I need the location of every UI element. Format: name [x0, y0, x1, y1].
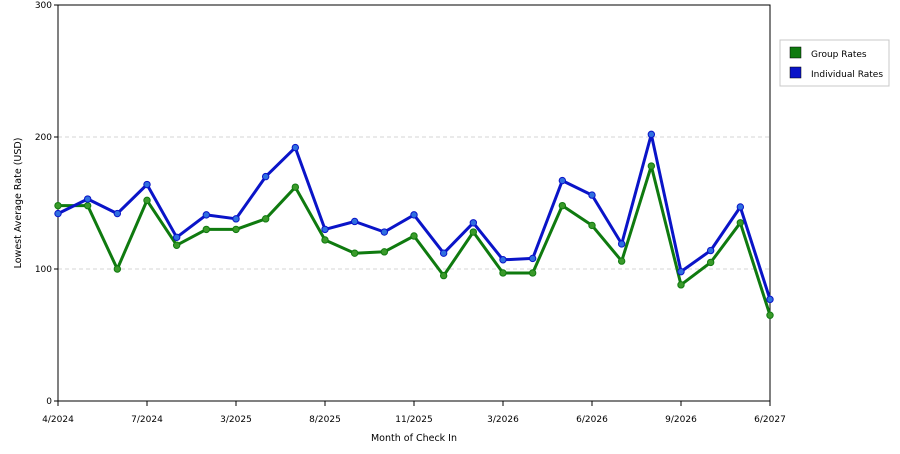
- legend-swatch-group-rates: [789, 46, 802, 59]
- data-point-group-rates: [202, 225, 211, 234]
- data-point-group-rates: [321, 236, 329, 244]
- data-point-individual-rates: [261, 172, 270, 181]
- series-individual-rates: [54, 130, 774, 304]
- data-point-group-rates: [261, 215, 270, 223]
- data-point-group-rates: [291, 183, 300, 191]
- data-point-group-rates: [439, 271, 448, 280]
- data-point-individual-rates: [706, 246, 715, 255]
- y-tick-label: 0: [46, 397, 52, 407]
- x-tick-label: 9/2026: [665, 415, 697, 425]
- data-point-group-rates: [469, 228, 478, 236]
- data-point-individual-rates: [736, 203, 745, 211]
- x-axis-title: Month of Check In: [371, 433, 457, 444]
- data-point-individual-rates: [499, 256, 507, 264]
- data-point-individual-rates: [647, 130, 656, 139]
- data-point-individual-rates: [439, 249, 448, 257]
- series-layer: [54, 130, 774, 319]
- y-tick-label: 100: [35, 265, 52, 275]
- data-point-individual-rates: [321, 225, 329, 234]
- data-point-group-rates: [54, 201, 62, 210]
- data-point-individual-rates: [83, 195, 92, 203]
- data-point-individual-rates: [172, 233, 181, 242]
- plot-frame: [57, 4, 771, 402]
- data-point-group-rates: [617, 257, 626, 265]
- data-point-group-rates: [410, 232, 418, 240]
- data-point-individual-rates: [291, 143, 300, 152]
- x-tick-label: 4/2024: [42, 415, 74, 425]
- data-point-individual-rates: [202, 211, 211, 219]
- data-point-individual-rates: [558, 176, 567, 185]
- data-point-individual-rates: [766, 295, 774, 304]
- data-point-group-rates: [706, 258, 715, 267]
- gridlines: [58, 136, 770, 270]
- data-point-individual-rates: [54, 209, 62, 218]
- x-tick-label: 7/2024: [131, 415, 163, 425]
- data-point-group-rates: [143, 196, 151, 205]
- data-point-individual-rates: [410, 211, 418, 219]
- data-point-group-rates: [380, 248, 389, 256]
- x-tick-label: 6/2027: [754, 415, 786, 425]
- y-axis-title: Lowest Average Rate (USD): [13, 138, 24, 269]
- x-tick-label: 8/2025: [309, 415, 341, 425]
- x-axis: 4/2024 7/2024 3/2025 8/2025 11/2025 3/2026 6/2…: [42, 401, 786, 425]
- legend-swatch-individual-rates: [789, 66, 802, 79]
- data-point-group-rates: [499, 269, 507, 277]
- data-point-individual-rates: [677, 267, 685, 276]
- data-point-group-rates: [172, 241, 181, 249]
- data-point-group-rates: [113, 265, 122, 273]
- data-point-individual-rates: [113, 209, 122, 218]
- data-point-individual-rates: [528, 254, 537, 263]
- data-point-individual-rates: [617, 240, 626, 248]
- data-point-group-rates: [83, 201, 92, 210]
- legend: Group Rates Individual Rates: [779, 39, 890, 87]
- data-point-individual-rates: [232, 215, 240, 223]
- y-tick-label: 300: [35, 1, 52, 11]
- legend-label-group-rates: Group Rates: [811, 50, 867, 60]
- data-point-group-rates: [232, 225, 240, 234]
- series-group-rates: [54, 162, 774, 319]
- x-tick-label: 6/2026: [576, 415, 608, 425]
- data-point-group-rates: [677, 281, 685, 289]
- x-tick-label: 3/2025: [220, 415, 252, 425]
- legend-label-individual-rates: Individual Rates: [811, 70, 883, 80]
- data-point-group-rates: [588, 221, 596, 230]
- data-point-group-rates: [647, 162, 656, 170]
- x-tick-label: 3/2026: [487, 415, 519, 425]
- x-tick-label: 11/2025: [395, 415, 432, 425]
- data-point-group-rates: [558, 201, 567, 210]
- data-point-individual-rates: [380, 228, 389, 236]
- data-point-individual-rates: [350, 217, 359, 226]
- data-point-group-rates: [766, 311, 774, 319]
- data-point-group-rates: [736, 219, 745, 227]
- data-point-group-rates: [350, 249, 359, 257]
- y-tick-label: 200: [35, 133, 52, 143]
- data-point-individual-rates: [143, 180, 151, 189]
- data-point-group-rates: [528, 269, 537, 277]
- data-point-individual-rates: [469, 219, 478, 227]
- data-point-individual-rates: [588, 191, 596, 199]
- y-axis: 0 100 200 300: [35, 1, 58, 407]
